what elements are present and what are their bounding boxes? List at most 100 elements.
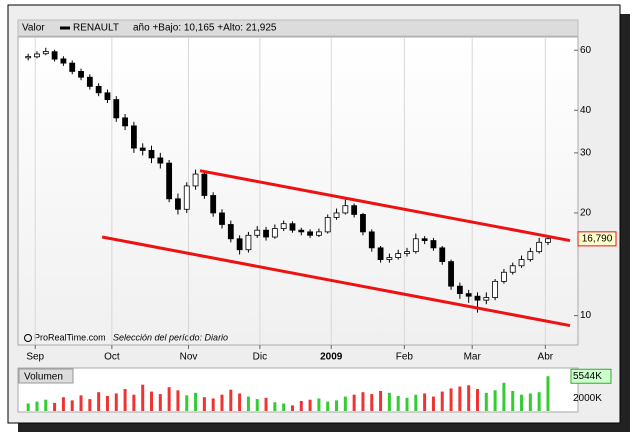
chart-title: RENAULT <box>73 23 119 34</box>
volume-bar <box>299 400 303 411</box>
candle-body <box>386 257 393 260</box>
volume-bar <box>440 391 444 411</box>
volume-bar <box>79 395 83 411</box>
candle-body <box>254 229 261 236</box>
volume-bar <box>326 401 330 411</box>
candle-body <box>509 265 516 273</box>
volume-bar <box>150 391 154 411</box>
volume-bar <box>255 399 259 411</box>
candle-body <box>227 224 234 240</box>
candle-body <box>139 147 146 151</box>
candle-body <box>324 217 331 233</box>
candle-body <box>501 271 507 282</box>
volume-bar <box>185 395 189 411</box>
candle-body <box>175 198 181 210</box>
candle-body <box>368 231 375 249</box>
candle-body <box>201 173 208 196</box>
x-tick-label: Abr <box>538 352 554 363</box>
volume-bar <box>97 392 101 411</box>
candle-body <box>25 56 32 59</box>
candle-body <box>271 228 278 238</box>
candle-body <box>456 285 463 295</box>
y-tick-label: 40 <box>580 105 592 116</box>
volume-bar <box>35 401 39 411</box>
chart-subtitle: año +Bajo: 10,165 +Alto: 21,925 <box>133 23 277 34</box>
volume-bar <box>387 392 391 411</box>
volume-bar <box>546 376 550 411</box>
volume-bar <box>176 390 180 411</box>
volume-bar <box>246 396 250 411</box>
volume-bar <box>335 400 339 411</box>
series-label: Valor <box>22 23 45 34</box>
candle-body <box>342 205 349 214</box>
volume-bar <box>282 403 286 411</box>
volume-bar <box>352 394 356 411</box>
x-tick-label: Nov <box>180 352 198 363</box>
candle-body <box>439 247 446 262</box>
volume-bar <box>493 390 497 411</box>
volume-bar <box>220 394 224 411</box>
y-tick-label: 30 <box>580 148 592 159</box>
volume-last-box <box>570 368 612 384</box>
candle-body <box>219 212 225 225</box>
candle-body <box>351 205 358 215</box>
volume-bar <box>431 396 435 411</box>
volume-bar <box>370 394 374 411</box>
volume-bar <box>88 399 92 411</box>
volume-bar <box>423 393 427 411</box>
volume-bar <box>343 396 347 411</box>
volume-bar <box>114 393 118 411</box>
volume-bar <box>290 405 294 411</box>
volume-bar <box>484 392 488 411</box>
candle-body <box>474 295 481 301</box>
candle-body <box>130 125 137 149</box>
candle-body <box>113 99 120 119</box>
volume-bar <box>308 399 312 411</box>
volume-bar <box>61 397 65 411</box>
candle-body <box>157 157 164 164</box>
candle-body <box>404 251 410 254</box>
x-tick-label: Dic <box>253 352 267 363</box>
volume-bar <box>141 384 145 411</box>
volume-area <box>17 367 579 413</box>
volume-bar <box>194 392 198 411</box>
volume-bar <box>26 403 30 411</box>
candle-body <box>148 150 155 159</box>
candle-body <box>78 71 84 78</box>
volume-bar <box>158 394 162 411</box>
volume-tick-label: 2000K <box>573 393 602 404</box>
candle-body <box>333 212 340 218</box>
volume-bar <box>449 388 453 411</box>
volume-bar <box>475 389 479 411</box>
volume-label: Volumen <box>24 372 63 383</box>
volume-bar <box>458 386 462 411</box>
candle-body <box>483 297 490 301</box>
volume-bar <box>361 392 365 411</box>
volume-bar <box>264 397 268 411</box>
last-price-box <box>577 231 617 247</box>
x-tick-label: 2009 <box>320 352 343 363</box>
volume-bar <box>211 398 215 411</box>
x-tick-label: Mar <box>464 352 482 363</box>
candle-body <box>95 85 102 94</box>
y-tick-label: 60 <box>580 45 592 56</box>
candle-body <box>448 261 454 287</box>
y-tick-label: 10 <box>580 310 592 321</box>
volume-bar <box>502 382 506 411</box>
volume-bar <box>167 387 171 411</box>
volume-bar <box>132 394 136 411</box>
candle-body <box>421 238 428 241</box>
candle-body <box>51 51 58 60</box>
candle-body <box>236 238 243 251</box>
volume-bar <box>511 390 515 411</box>
candle-body <box>183 185 190 210</box>
volume-bar <box>537 392 541 411</box>
candle-body <box>289 223 296 231</box>
trendline <box>101 235 571 328</box>
candle-body <box>492 280 499 298</box>
candle-body <box>245 234 252 251</box>
candle-body <box>545 238 551 243</box>
trendline <box>199 169 571 243</box>
candle-body <box>263 229 269 238</box>
